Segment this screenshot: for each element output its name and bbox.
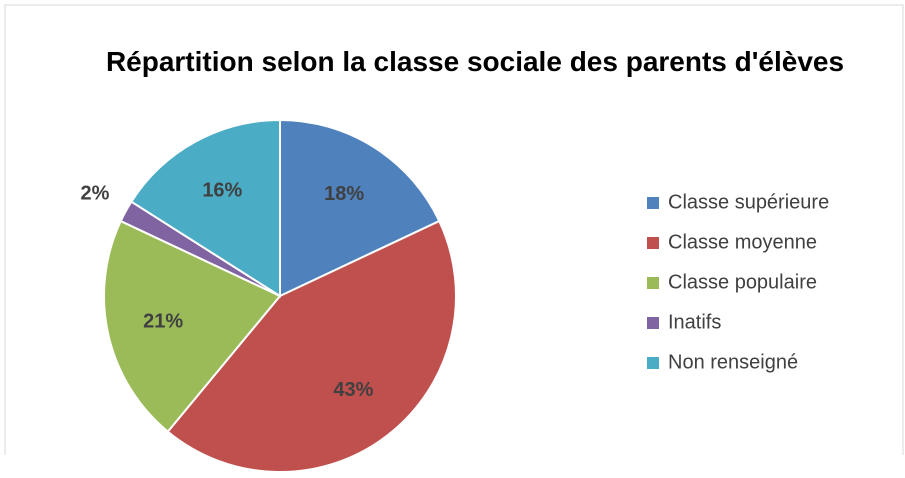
legend-label: Classe moyenne — [668, 231, 817, 253]
pie-slice — [166, 219, 457, 473]
data-label: 43% — [333, 379, 373, 401]
legend-swatch — [647, 197, 659, 209]
legend-swatch — [647, 277, 659, 289]
legend-label: Classe supérieure — [668, 191, 829, 213]
pie-slice — [279, 118, 441, 298]
legend-swatch — [647, 317, 659, 329]
pie-slice — [130, 118, 281, 298]
data-label: 18% — [324, 183, 364, 205]
data-label: 16% — [202, 179, 242, 201]
chart-title: Répartition selon la classe sociale des … — [105, 46, 845, 77]
data-label: 21% — [143, 310, 183, 332]
legend-swatch — [647, 357, 659, 369]
legend-label: Classe populaire — [668, 271, 817, 293]
legend-label: Non renseigné — [668, 351, 798, 373]
chart-border — [4, 4, 904, 455]
data-label: 2% — [80, 183, 109, 205]
pie-slice — [103, 219, 282, 434]
legend-label: Inatifs — [668, 311, 721, 333]
legend-swatch — [647, 237, 659, 249]
